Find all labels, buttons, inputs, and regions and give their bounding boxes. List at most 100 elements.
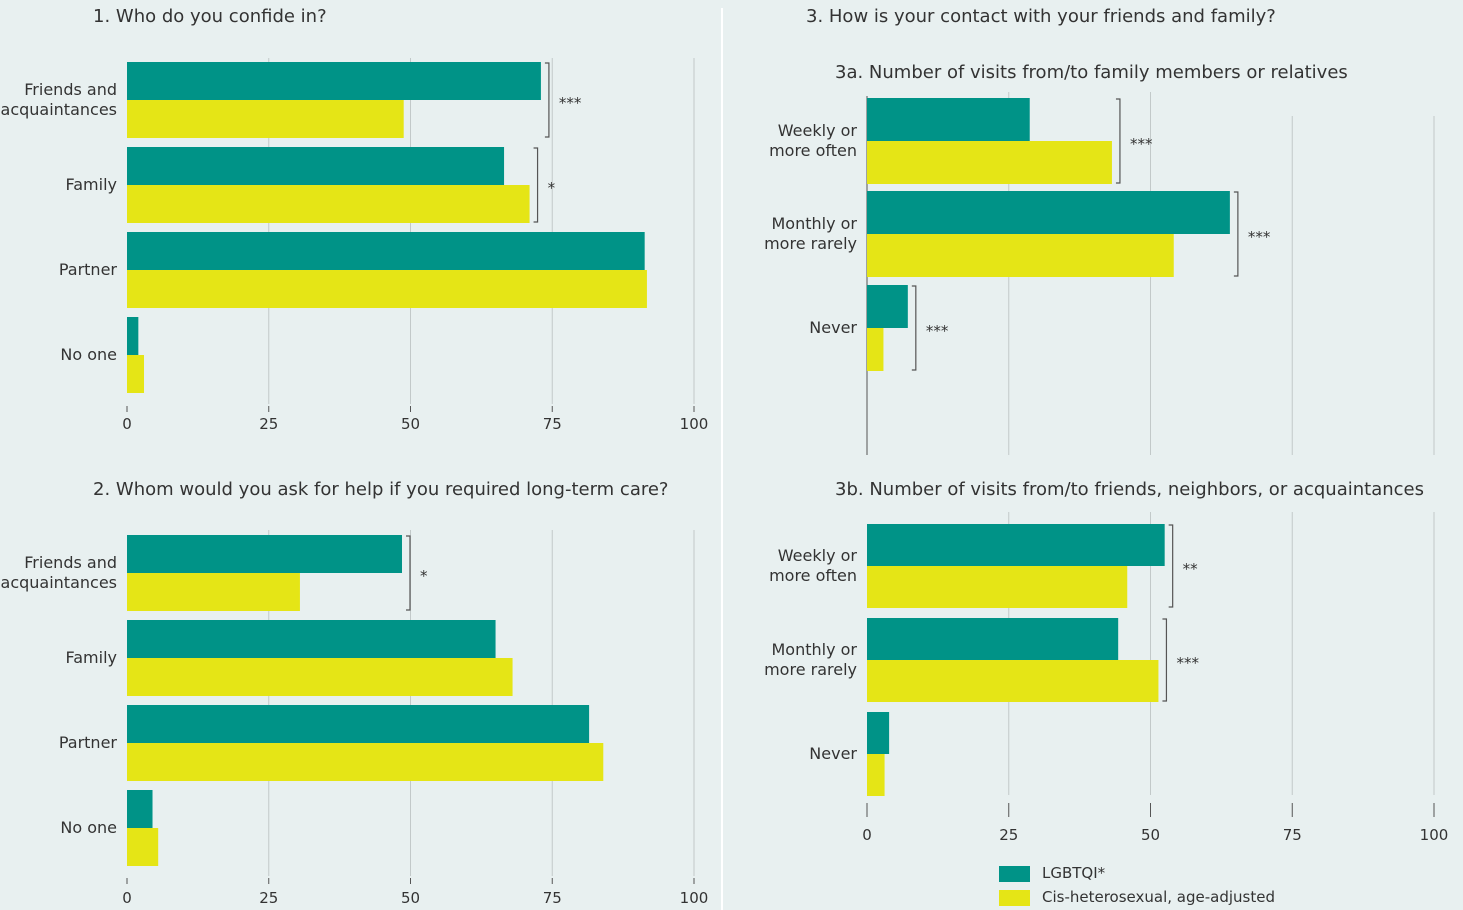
chart1-significance-label: *** xyxy=(559,94,582,112)
category-label-line: Never xyxy=(809,744,857,763)
category-label-line: more often xyxy=(769,566,857,585)
chart1-tick-label: 0 xyxy=(122,415,132,433)
chart4-title: 3b. Number of visits from/to friends, ne… xyxy=(835,479,1424,500)
chart2-significance-label: * xyxy=(420,567,428,585)
chart1-bar-lgbtqi xyxy=(127,232,645,270)
chart3-bar-lgbtqi xyxy=(867,191,1230,234)
chart1-bar-cishet xyxy=(127,355,145,393)
chart4-significance-label: *** xyxy=(1176,654,1199,672)
category-label-line: Never xyxy=(809,318,857,337)
chart4-significance-bracket xyxy=(1162,618,1168,702)
chart1-tick-label: 75 xyxy=(543,415,562,433)
section-title: 3. How is your contact with your friends… xyxy=(806,6,1276,27)
legend-swatch-cishet xyxy=(999,889,1030,906)
chart3-category-label: Never xyxy=(809,318,857,337)
chart3-bar-cishet xyxy=(867,141,1112,184)
chart3-significance-bracket xyxy=(911,285,917,371)
category-label-line: Family xyxy=(66,648,117,667)
chart1-bar-lgbtqi xyxy=(127,62,541,100)
chart1-tick-label: 50 xyxy=(401,415,420,433)
chart3-significance-label: *** xyxy=(1248,228,1271,246)
category-label-line: acquaintances xyxy=(1,573,117,592)
chart2-category-label: Friends and acquaintances xyxy=(1,553,117,592)
chart1-tick-label: 100 xyxy=(680,415,709,433)
legend-label-lgbtqi: LGBTQI* xyxy=(1042,864,1106,882)
chart2-bar-lgbtqi xyxy=(127,535,402,573)
chart2-bar-lgbtqi xyxy=(127,620,496,658)
chart4-tick-label: 100 xyxy=(1420,826,1449,844)
chart1-bar-cishet xyxy=(127,100,404,138)
chart1-tick-label: 25 xyxy=(259,415,278,433)
category-label-line: more rarely xyxy=(764,234,857,253)
chart2-category-label: No one xyxy=(60,818,117,837)
chart3-bar-lgbtqi xyxy=(867,98,1030,141)
category-label-line: Family xyxy=(66,175,117,194)
category-label-line: Partner xyxy=(59,733,118,752)
chart1-category-label: No one xyxy=(60,345,117,364)
chart2-tick-label: 0 xyxy=(122,889,132,907)
chart2-category-label: Partner xyxy=(59,733,118,752)
chart3-significance-bracket xyxy=(1115,98,1121,184)
chart1-category-label: Friends and acquaintances xyxy=(1,80,117,119)
chart2-tick-label: 50 xyxy=(401,889,420,907)
chart3-bar-lgbtqi xyxy=(867,285,908,328)
chart1-bar-lgbtqi xyxy=(127,317,139,355)
chart3-significance-bracket xyxy=(1233,191,1239,277)
chart1-bar-cishet xyxy=(127,270,647,308)
chart1-title: 1. Who do you confide in? xyxy=(93,6,327,27)
chart4-tick-label: 25 xyxy=(999,826,1018,844)
category-label-line: No one xyxy=(60,818,117,837)
chart3-significance-label: *** xyxy=(1130,135,1153,153)
chart4-bar-lgbtqi xyxy=(867,618,1119,660)
category-label-line: No one xyxy=(60,345,117,364)
category-label-line: acquaintances xyxy=(1,100,117,119)
category-label-line: Friends and xyxy=(24,80,117,99)
chart3-bar-cishet xyxy=(867,328,884,371)
category-label-line: more rarely xyxy=(764,660,857,679)
chart4-bar-cishet xyxy=(867,660,1159,702)
legend-swatch-lgbtqi xyxy=(999,865,1030,882)
chart4-tick-label: 75 xyxy=(1283,826,1302,844)
chart4-category-label: Weekly or more often xyxy=(769,546,857,585)
chart4-tick-label: 50 xyxy=(1141,826,1160,844)
category-label-line: Monthly or xyxy=(771,214,857,233)
chart2-bar-cishet xyxy=(127,573,300,611)
category-label-line: Partner xyxy=(59,260,118,279)
chart1-significance-bracket xyxy=(544,62,550,138)
chart4-significance-bracket xyxy=(1168,524,1174,608)
chart3-bar-cishet xyxy=(867,234,1174,277)
category-label-line: Monthly or xyxy=(771,640,857,659)
legend-item-cishet: Cis-heterosexual, age-adjusted xyxy=(999,888,1275,906)
chart4-bar-cishet xyxy=(867,566,1128,608)
chart4-bar-lgbtqi xyxy=(867,524,1165,566)
chart2-tick-label: 75 xyxy=(543,889,562,907)
chart1-bar-cishet xyxy=(127,185,530,223)
chart2-bar-cishet xyxy=(127,828,159,866)
chart2-title: 2. Whom would you ask for help if you re… xyxy=(93,479,668,500)
chart3-category-label: Monthly or more rarely xyxy=(764,214,857,253)
chart2-bar-lgbtqi xyxy=(127,705,590,743)
chart2-bar-cishet xyxy=(127,658,513,696)
chart2-tick-label: 25 xyxy=(259,889,278,907)
chart1-category-label: Family xyxy=(66,175,117,194)
panel-divider xyxy=(721,8,723,910)
chart4-bar-cishet xyxy=(867,754,885,796)
chart3-title: 3a. Number of visits from/to family memb… xyxy=(835,62,1348,83)
category-label-line: Weekly or xyxy=(778,121,858,140)
category-label-line: Friends and xyxy=(24,553,117,572)
chart4-bar-lgbtqi xyxy=(867,712,890,754)
chart1-significance-bracket xyxy=(533,147,539,223)
chart2-category-label: Family xyxy=(66,648,117,667)
chart4-tick-label: 0 xyxy=(862,826,872,844)
category-label-line: more often xyxy=(769,141,857,160)
chart1-bar-lgbtqi xyxy=(127,147,505,185)
chart4-significance-label: ** xyxy=(1183,560,1199,578)
chart3-category-label: Weekly or more often xyxy=(769,121,857,160)
chart2-bar-lgbtqi xyxy=(127,790,153,828)
chart2-bar-cishet xyxy=(127,743,604,781)
chart3-significance-label: *** xyxy=(926,322,949,340)
chart4-category-label: Never xyxy=(809,744,857,763)
category-label-line: Weekly or xyxy=(778,546,858,565)
chart4-category-label: Monthly or more rarely xyxy=(764,640,857,679)
